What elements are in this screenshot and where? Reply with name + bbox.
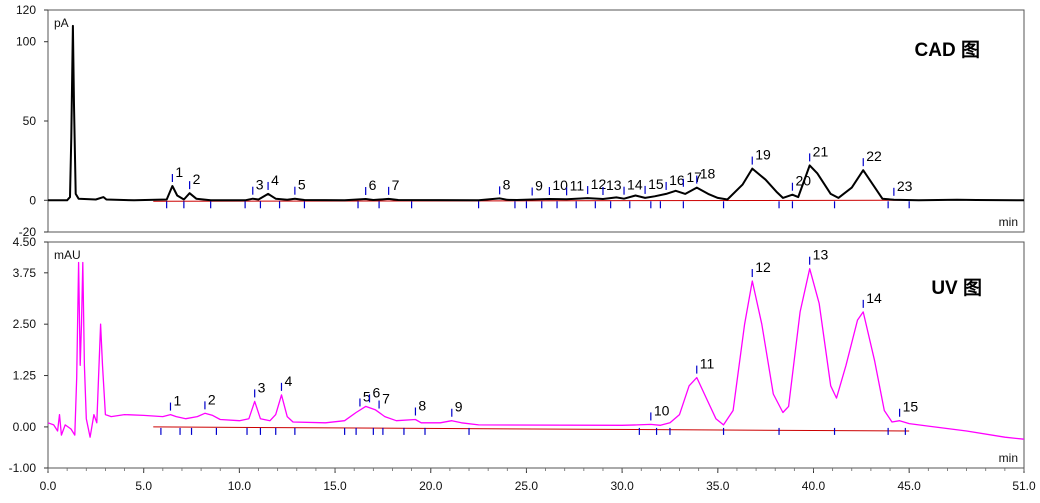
uv-plot-frame	[47, 241, 1025, 469]
uv-y-unit-label: mAU	[54, 248, 81, 262]
uv-peak-label: 15	[903, 399, 919, 415]
cad-y-tick-label: 50	[23, 114, 37, 128]
cad-plot-frame	[47, 9, 1025, 233]
uv-y-tick-label: 1.25	[13, 369, 37, 383]
cad-y-tick-label: 120	[16, 3, 36, 17]
cad-peak-label: 16	[669, 172, 685, 188]
cad-peak-label: 22	[866, 148, 882, 164]
x-tick-label: 10.0	[228, 479, 252, 493]
cad-x-unit-label: min	[999, 215, 1018, 229]
uv-peak-label: 2	[208, 391, 216, 407]
uv-peak-label: 5	[363, 388, 371, 404]
uv-signal-line	[47, 261, 1025, 440]
cad-peak-label: 3	[256, 177, 264, 193]
cad-peak-label: 21	[813, 143, 829, 159]
uv-y-tick-label: 0.00	[13, 420, 37, 434]
uv-y-tick-label: -1.00	[9, 461, 37, 475]
uv-integration-baseline	[153, 426, 910, 432]
cad-y-tick-label: -20	[19, 225, 37, 239]
cad-y-unit-label: pA	[54, 16, 69, 30]
uv-peak-label: 13	[813, 247, 829, 263]
uv-y-tick-label: 4.50	[13, 235, 37, 249]
cad-peak-label: 11	[570, 177, 585, 193]
cad-peak-label: 15	[648, 176, 664, 192]
uv-peak-label: 9	[455, 399, 463, 415]
cad-peak-label: 17	[686, 169, 702, 185]
cad-peak-label: 23	[897, 178, 913, 194]
uv-peak-label: 6	[373, 384, 381, 400]
uv-peak-label: 7	[382, 391, 390, 407]
uv-peak-label: 12	[755, 259, 771, 275]
cad-peak-label: 5	[298, 177, 306, 193]
uv-peak-label: 1	[173, 393, 181, 409]
uv-peak-label: 14	[866, 290, 882, 306]
uv-peak-label: 11	[700, 356, 715, 372]
x-tick-label: 0.0	[40, 479, 57, 493]
cad-peak-label: 1	[175, 164, 183, 180]
cad-peak-label: 12	[591, 176, 607, 192]
x-tick-label: 5.0	[135, 479, 152, 493]
cad-peak-label: 19	[755, 147, 771, 163]
cad-y-tick-label: 0	[29, 193, 36, 207]
cad-peak-label: 18	[700, 166, 716, 182]
cad-peak-label: 7	[392, 177, 400, 193]
cad-peak-label: 14	[627, 177, 643, 193]
x-tick-label: 40.0	[802, 479, 826, 493]
x-tick-label: 15.0	[323, 479, 347, 493]
x-tick-label: 45.0	[897, 479, 921, 493]
uv-x-unit-label: min	[999, 451, 1018, 465]
cad-signal-line	[48, 24, 1025, 202]
uv-y-tick-label: 3.75	[13, 266, 37, 280]
x-tick-label: 20.0	[419, 479, 443, 493]
x-tick-label: 30.0	[610, 479, 634, 493]
cad-peak-label: 10	[552, 177, 568, 193]
uv-chart-title: UV 图	[931, 277, 982, 299]
x-tick-label: 51.0	[1012, 479, 1036, 493]
cad-integration-baseline	[153, 199, 910, 202]
cad-peak-label: 4	[271, 172, 279, 188]
cad-y-tick-label: 100	[16, 35, 36, 49]
uv-peak-label: 4	[284, 373, 292, 389]
uv-y-tick-label: 2.50	[13, 317, 37, 331]
x-tick-label: 35.0	[706, 479, 730, 493]
cad-peak-label: 9	[535, 177, 543, 193]
cad-peak-label: 20	[795, 173, 811, 189]
cad-peak-label: 2	[193, 171, 201, 187]
uv-peak-label: 8	[418, 398, 426, 414]
uv-peak-label: 10	[654, 402, 670, 418]
cad-chart-title: CAD 图	[915, 39, 980, 61]
cad-peak-label: 6	[369, 177, 377, 193]
cad-peak-label: 8	[503, 176, 511, 192]
uv-peak-label: 3	[258, 379, 266, 395]
x-tick-label: 25.0	[515, 479, 539, 493]
cad-peak-label: 13	[606, 177, 622, 193]
